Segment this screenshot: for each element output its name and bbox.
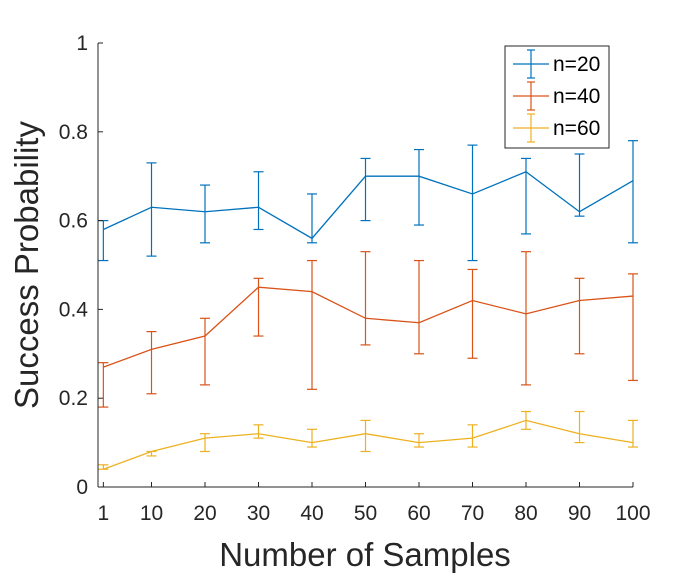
series-line: [103, 419, 634, 470]
x-tick-label: 10: [140, 502, 163, 525]
x-tick-label: 50: [354, 502, 377, 525]
error-bar: [307, 193, 317, 244]
series-2: [98, 251, 638, 408]
x-tick-label: 90: [568, 502, 591, 525]
error-bar: [307, 428, 317, 448]
error-bar: [414, 259, 424, 355]
error-bar: [628, 273, 638, 382]
series-1: [98, 140, 638, 262]
x-tick-label: 20: [193, 502, 216, 525]
error-bar: [146, 162, 157, 257]
axes-layer: 1 10 20 30 40 50 60 70 80 90 100 0 0.2 0.4 0.6 0.8 1: [59, 32, 651, 525]
error-bar: [253, 424, 264, 439]
legend-box: [504, 45, 610, 149]
legend: n=20 n=40 n=60: [504, 45, 610, 149]
legend-entry: n=40: [513, 81, 600, 111]
y-tick-label: 0.2: [59, 387, 88, 410]
error-bar: [200, 317, 210, 386]
y-tick-label: 0.6: [59, 210, 88, 233]
error-bar: [467, 144, 478, 262]
error-bar: [307, 259, 317, 390]
error-bar: [414, 148, 424, 226]
legend-label: n=40: [553, 85, 600, 108]
error-bar: [146, 331, 157, 395]
x-tick-label: 30: [247, 502, 270, 525]
error-bar: [574, 277, 585, 355]
error-bar: [467, 268, 478, 359]
x-tick-label: 80: [514, 502, 537, 525]
error-bar: [360, 419, 371, 453]
series-line: [103, 171, 634, 240]
error-bar: [98, 362, 109, 408]
legend-entry: n=60: [513, 113, 600, 143]
x-tick-label: 70: [461, 502, 484, 525]
x-tick-label: 40: [300, 502, 323, 525]
error-bar: [574, 410, 585, 444]
error-bar: [628, 140, 638, 244]
error-bar: [360, 251, 371, 346]
y-axis-title: Success Probability: [8, 121, 45, 409]
x-axis-title: Number of Samples: [219, 536, 511, 573]
error-bar: [360, 157, 371, 222]
error-bar: [521, 157, 531, 235]
legend-label: n=60: [553, 117, 600, 140]
series-line: [103, 286, 634, 368]
y-tick-label: 0.8: [59, 121, 88, 144]
legend-entry: n=20: [513, 49, 600, 79]
error-bar: [521, 251, 531, 386]
series-3: [98, 410, 638, 470]
error-bar: [467, 424, 478, 448]
error-bar: [253, 171, 264, 231]
error-bar: [574, 153, 585, 217]
error-bar: [200, 433, 210, 453]
y-tick-label: 0: [76, 476, 88, 499]
series-layer: [98, 140, 638, 470]
error-bar: [414, 433, 424, 448]
y-tick-label: 0.4: [59, 298, 89, 321]
x-tick-label: 100: [615, 502, 650, 525]
y-tick-label: 1: [76, 32, 88, 55]
error-bar: [200, 184, 210, 244]
x-tick-label: 60: [407, 502, 430, 525]
x-tick-label: 1: [98, 502, 110, 525]
legend-label: n=20: [553, 53, 600, 76]
